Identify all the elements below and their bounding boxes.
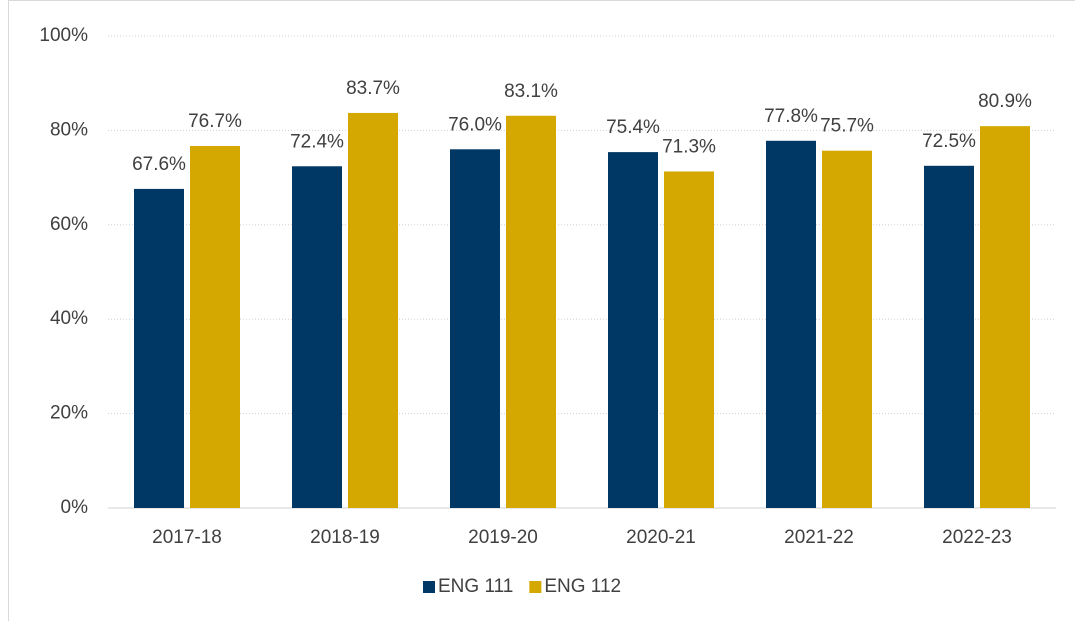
y-tick-label: 60%	[50, 214, 88, 235]
bar	[134, 188, 184, 509]
value-label: 76.0%	[448, 114, 502, 135]
bar	[292, 166, 342, 508]
bar	[608, 152, 658, 508]
bar	[506, 115, 556, 508]
x-tick-label: 2020-21	[626, 527, 696, 548]
bar	[980, 126, 1030, 508]
y-tick-label: 100%	[39, 25, 88, 46]
bar	[924, 165, 974, 509]
x-tick-label: 2021-22	[784, 527, 854, 548]
value-label: 67.6%	[132, 154, 186, 175]
value-label: 71.3%	[662, 136, 716, 157]
y-tick-label: 20%	[50, 403, 88, 424]
x-tick-label: 2018-19	[310, 527, 380, 548]
bar	[766, 140, 816, 508]
chart-border	[8, 0, 1075, 621]
value-label: 72.4%	[290, 131, 344, 152]
value-label: 83.1%	[504, 81, 558, 102]
legend-label: ENG 112	[544, 576, 621, 597]
value-label: 76.7%	[188, 111, 242, 132]
bar	[450, 149, 500, 508]
y-tick-label: 80%	[50, 119, 88, 140]
y-tick-label: 40%	[50, 308, 88, 329]
value-label: 83.7%	[346, 78, 400, 99]
legend-label: ENG 111	[438, 576, 513, 597]
bar	[664, 171, 714, 509]
value-label: 77.8%	[764, 106, 818, 127]
x-tick-label: 2019-20	[468, 527, 538, 548]
value-label: 75.4%	[606, 117, 660, 138]
value-label: 75.7%	[820, 116, 874, 137]
bar	[348, 112, 398, 508]
legend-swatch	[529, 581, 542, 593]
legend-swatch	[423, 581, 435, 593]
value-label: 80.9%	[978, 91, 1032, 112]
y-tick-label: 0%	[61, 497, 89, 518]
bar	[822, 150, 872, 509]
x-tick-label: 2017-18	[152, 527, 222, 548]
x-tick-label: 2022-23	[942, 527, 1012, 548]
value-label: 72.5%	[922, 131, 976, 152]
bar	[190, 145, 240, 508]
